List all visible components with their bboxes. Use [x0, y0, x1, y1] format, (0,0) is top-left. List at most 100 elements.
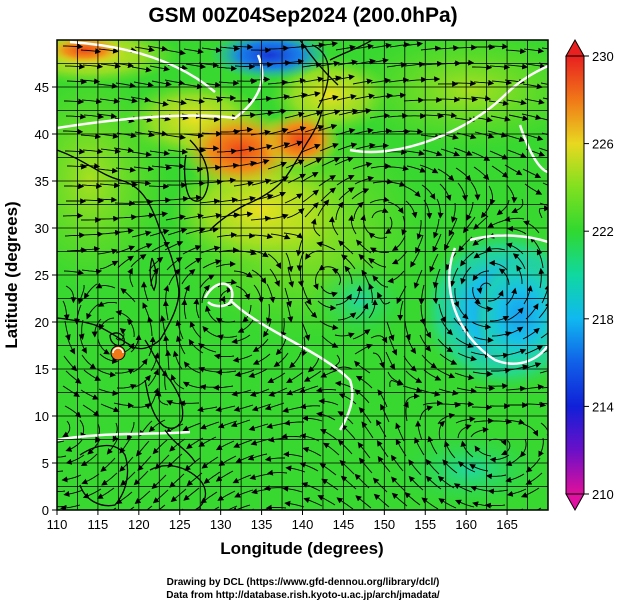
streamline-arrow [101, 472, 118, 486]
streamline-arrow [215, 369, 237, 376]
streamline-arrow [438, 388, 459, 396]
streamline-arrow [232, 354, 253, 363]
streamline-arrow [505, 48, 527, 55]
streamline-arrow [408, 475, 424, 491]
streamline-arrow [322, 442, 340, 456]
streamline-arrow [193, 298, 200, 319]
streamline-arrow [113, 402, 134, 409]
streamline-arrow [269, 94, 290, 100]
streamline-arrow [320, 109, 341, 117]
streamline-arrow [233, 180, 254, 187]
streamline-arrow [317, 41, 338, 47]
streamline-arrow [252, 233, 274, 240]
streamline-arrow [453, 483, 473, 493]
streamline-arrow [232, 43, 254, 50]
streamline-arrow [419, 405, 434, 421]
streamline-arrow [199, 274, 215, 289]
streamline-arrow [369, 112, 390, 119]
streamline-arrow [133, 243, 153, 253]
streamline-arrow [251, 269, 267, 284]
streamline-arrow [472, 286, 481, 305]
streamline-arrow [436, 112, 458, 119]
streamline-arrow [130, 254, 147, 268]
streamline-arrow [303, 497, 323, 507]
streamline-arrow [270, 233, 291, 240]
streamline-arrow [403, 97, 425, 104]
streamline-arrow [371, 42, 392, 49]
streamline-arrow [368, 232, 388, 239]
streamline-arrow [353, 127, 374, 135]
streamline-arrow [418, 284, 425, 305]
streamline-arrow [476, 282, 492, 294]
streamline-arrow [169, 473, 185, 488]
streamline-arrow [542, 182, 548, 186]
streamline-arrow [112, 422, 119, 443]
streamline-arrow [182, 83, 203, 90]
streamline-arrow [162, 300, 169, 321]
streamline-arrow [505, 453, 523, 466]
streamline-arrow [370, 77, 391, 84]
streamline-arrow [249, 249, 269, 258]
streamline-arrow [96, 196, 118, 203]
streamline-arrow [488, 260, 508, 271]
streamline-arrow [301, 321, 311, 341]
streamline-arrow [167, 227, 188, 236]
streamline-arrow [284, 500, 305, 508]
streamline-arrow [126, 421, 135, 441]
streamline-arrow [506, 348, 527, 356]
streamline-arrow [115, 245, 136, 254]
streamline-arrow [474, 301, 494, 313]
streamline-arrow [490, 315, 510, 322]
colorbar-ticks: 210 214 218 222 226 230 [584, 49, 614, 502]
streamline-arrow [304, 301, 318, 319]
streamline-arrow [204, 305, 218, 323]
streamline-arrow [457, 352, 477, 362]
streamline-arrow [63, 355, 78, 372]
streamline-arrow [525, 63, 546, 70]
streamline-arrow [315, 387, 337, 393]
streamline-arrow [148, 100, 169, 107]
streamline-arrow [389, 128, 411, 135]
streamline-arrow [472, 370, 494, 377]
streamline-arrow [421, 184, 436, 200]
streamline-arrow [352, 78, 373, 85]
coastlines [57, 40, 373, 510]
streamline-arrow [303, 370, 322, 382]
streamline-arrow [387, 112, 409, 119]
streamline-arrow [268, 387, 288, 397]
streamline-arrow [86, 303, 100, 320]
x-tick-label: 115 [88, 517, 109, 532]
streamline-arrow [487, 130, 508, 138]
x-tick-label: 160 [455, 517, 477, 532]
streamline-arrow [116, 132, 137, 139]
streamline-arrow [97, 301, 118, 307]
streamline-arrow [130, 180, 152, 187]
streamline-arrow [438, 498, 457, 509]
streamline-arrow [199, 116, 221, 123]
contour-lines [57, 40, 548, 442]
streamline-arrow [453, 147, 473, 156]
streamline-arrow [64, 405, 82, 418]
streamline-arrow [215, 405, 236, 413]
streamline-arrow [456, 44, 478, 51]
streamline-arrow [213, 353, 235, 360]
streamline-arrow [183, 487, 200, 501]
streamline-arrow [289, 351, 302, 369]
streamline-arrow [302, 110, 323, 118]
streamline-arrow [487, 383, 509, 390]
streamline-arrow [457, 424, 472, 439]
streamline-arrow [316, 241, 336, 251]
streamline-arrow [421, 354, 438, 369]
y-tick-label: 40 [35, 127, 49, 142]
streamline-arrow [64, 232, 86, 239]
streamline-arrow [115, 82, 136, 89]
streamline-arrow [234, 63, 256, 70]
y-tick-label: 45 [35, 80, 49, 95]
streamline-arrow [368, 57, 389, 64]
streamline-arrow [83, 197, 105, 204]
streamline-arrow [337, 142, 358, 151]
streamline-arrow [265, 504, 287, 510]
streamline-arrow [120, 471, 136, 486]
streamline-arrow [444, 440, 456, 459]
streamline-arrow [334, 74, 355, 81]
